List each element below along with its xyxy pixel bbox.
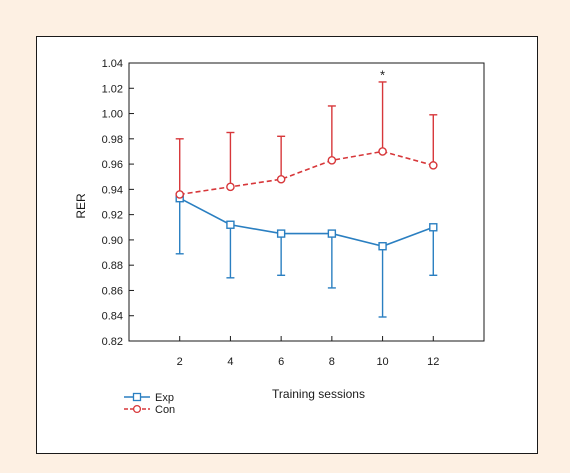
legend-exp-marker bbox=[132, 392, 142, 402]
exp-data-point bbox=[378, 242, 387, 251]
exp-data-point bbox=[226, 220, 235, 229]
con-data-point bbox=[226, 182, 235, 192]
legend-con-marker bbox=[132, 404, 142, 414]
x-tick-label: 2 bbox=[177, 356, 183, 368]
x-tick-label: 12 bbox=[427, 356, 439, 368]
y-tick-label: 0.82 bbox=[102, 336, 123, 348]
con-series-line bbox=[179, 150, 434, 196]
y-tick-label: 1.02 bbox=[102, 83, 123, 95]
significance-marker: * bbox=[380, 68, 385, 83]
y-tick-label: 1.04 bbox=[102, 58, 123, 70]
con-data-point bbox=[428, 161, 438, 170]
figure-frame bbox=[36, 36, 538, 454]
plot-border bbox=[128, 62, 485, 342]
x-tick-label: 4 bbox=[227, 356, 233, 368]
con-data-point bbox=[378, 147, 387, 156]
y-tick-label: 1.00 bbox=[102, 109, 123, 121]
y-tick-label: 0.98 bbox=[102, 134, 123, 146]
y-tick-label: 0.86 bbox=[102, 285, 123, 297]
y-tick-label: 0.94 bbox=[102, 184, 123, 196]
exp-series-line bbox=[179, 197, 434, 248]
legend-exp-label: Exp bbox=[155, 392, 174, 404]
x-tick-label: 8 bbox=[329, 356, 335, 368]
plot-area: 0.82 0.84 0.86 0.88 0.90 0.92 0.94 0.96 0.98 1.00… bbox=[74, 58, 485, 416]
y-axis-label: RER bbox=[74, 193, 88, 219]
y-tick-label: 0.90 bbox=[102, 235, 123, 247]
exp-data-point bbox=[276, 229, 286, 238]
legend-con-label: Con bbox=[155, 404, 175, 416]
y-tick-label: 0.96 bbox=[102, 159, 123, 171]
y-tick-label: 0.84 bbox=[102, 311, 123, 323]
exp-data-point bbox=[327, 229, 337, 238]
x-tick-label: 10 bbox=[376, 356, 388, 368]
x-axis-label: Training sessions bbox=[272, 387, 365, 401]
x-tick-label: 6 bbox=[278, 356, 284, 368]
exp-data-point bbox=[429, 223, 438, 232]
con-data-point bbox=[175, 190, 185, 199]
y-tick-label: 0.88 bbox=[102, 260, 123, 272]
con-data-point bbox=[276, 174, 286, 184]
y-tick-label: 0.92 bbox=[102, 210, 123, 222]
con-data-point bbox=[327, 155, 337, 165]
